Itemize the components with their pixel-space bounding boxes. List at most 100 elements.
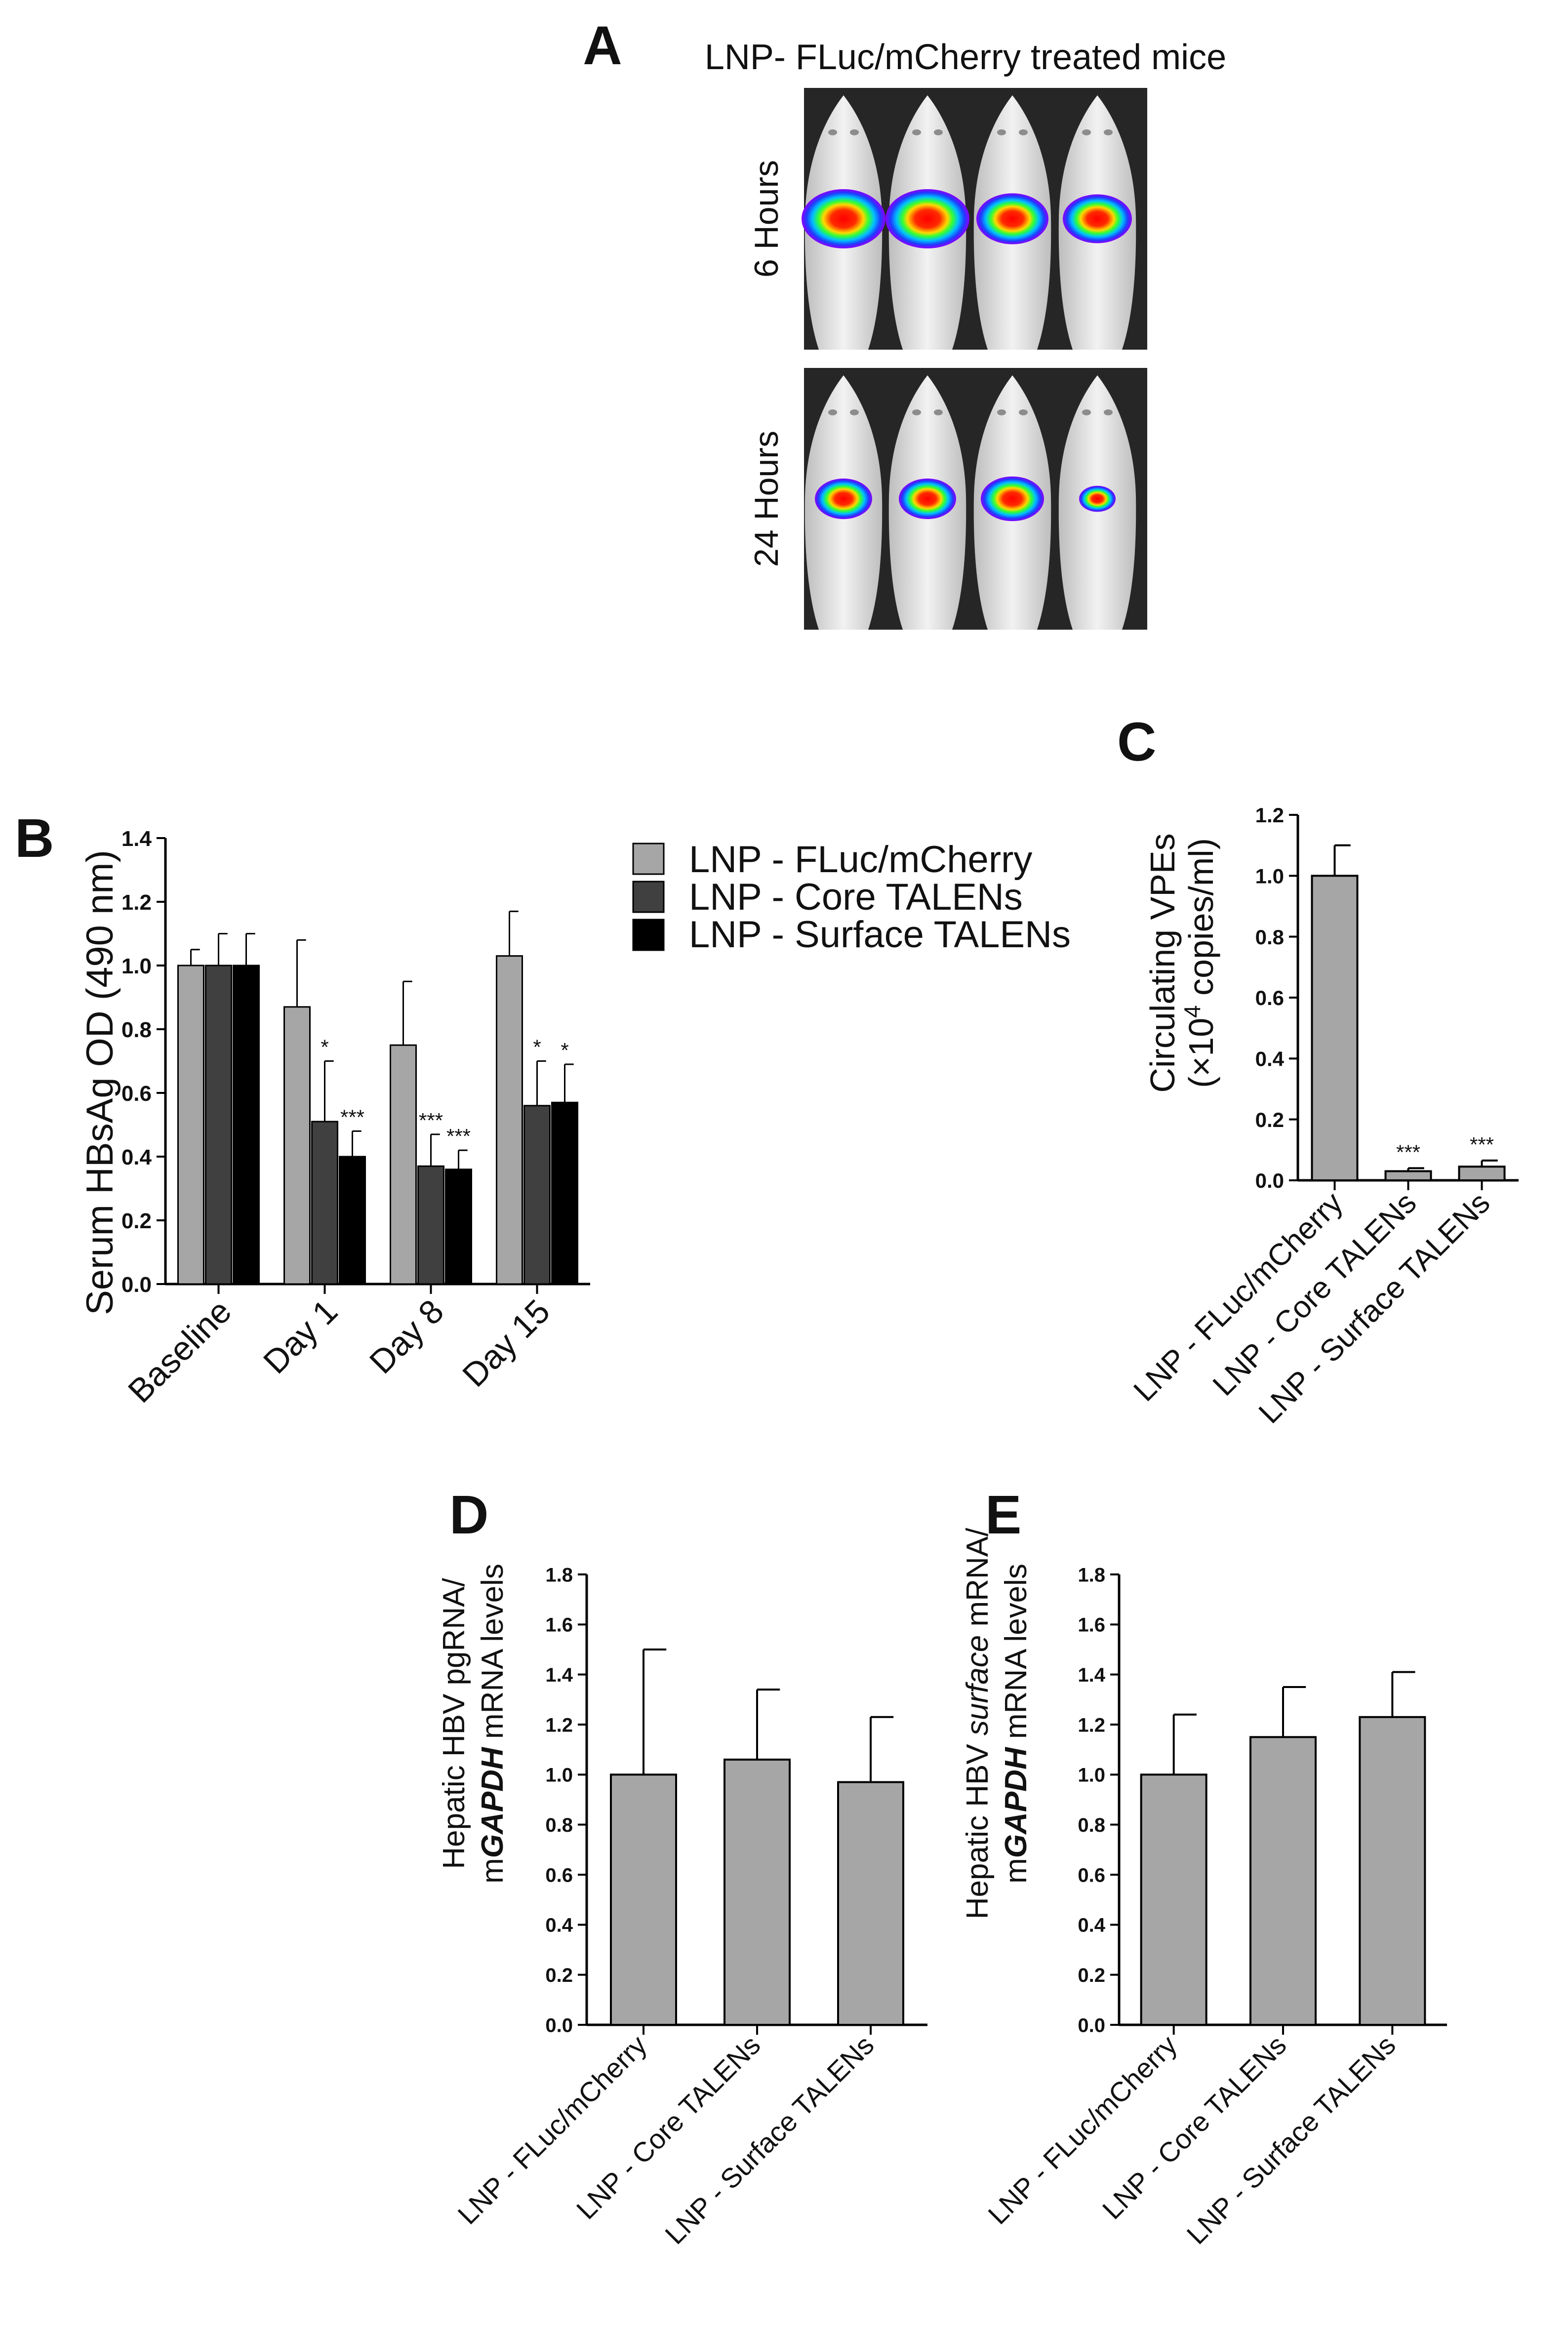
panel-c: C Circulating VPEs (×104 copies/ml) 0.0 0… [1117, 712, 1519, 1430]
panel-b-y-axis-label: Serum HBsAg OD (490 nm) [79, 850, 121, 1315]
chart-d-plot: 0.0 0.2 0.4 0.6 0.8 1.0 1.2 1.4 1.6 1.8 LNP - FLuc… [452, 1564, 927, 2250]
mouse-eye-right [1104, 129, 1113, 135]
panel-a: A LNP- FLuc/mCherry treated mice 6 Hours… [583, 15, 1226, 630]
chart-d-y-tick-label: 0.4 [545, 1915, 573, 1936]
panel-c-y-label-sup: 4 [1179, 1005, 1205, 1018]
panel-e-letter: E [985, 1485, 1021, 1545]
chart-b-x-label-day-8: Day 8 [362, 1292, 451, 1381]
chart-c-y-tick-label: 0.6 [1255, 986, 1284, 1009]
row-label-6h: 6 Hours [748, 160, 785, 278]
mouse-24h-3 [973, 375, 1051, 630]
chart-b-bar-day-15-lnp-core-talens [523, 1105, 551, 1285]
legend-label-core: LNP - Core TALENs [689, 876, 1023, 918]
chart-e-y-tick-label: 0.6 [1078, 1864, 1105, 1886]
chart-b-y-tick-label: 0.6 [121, 1082, 152, 1106]
chart-d-y-tick-label: 0.6 [545, 1864, 573, 1886]
chart-b-bar-day-1-lnp-surface-talens [339, 1156, 366, 1285]
legend-item-core: LNP - Core TALENs [632, 876, 1023, 918]
chart-e-y-tick-label: 0.2 [1078, 1965, 1105, 1986]
panel-c-y-axis-label-line2: (×104 copies/ml) [1179, 838, 1220, 1088]
mouse-eye-right [1104, 409, 1113, 415]
mouse-eye-left [828, 129, 837, 135]
legend-label-fluc: LNP - FLuc/mCherry [689, 839, 1032, 881]
chart-d-y-tick-label: 0.2 [545, 1965, 573, 1986]
chart-b-y-tick-label: 0.4 [121, 1145, 152, 1169]
chart-e-y-tick-label: 1.6 [1078, 1614, 1105, 1636]
luciferase-signal-24h-4 [1079, 485, 1116, 512]
chart-b-y-tick-label: 1.4 [121, 827, 152, 851]
chart-e-y-tick-label: 0.8 [1078, 1814, 1105, 1836]
mouse-24h-2 [888, 375, 966, 630]
panel-e-y-label-2-italic: GAPDH [999, 1747, 1033, 1858]
mouse-eye-left [997, 129, 1006, 135]
chart-b-bar-day-8-lnp-core-talens [417, 1165, 444, 1285]
legend-label-surface: LNP - Surface TALENs [689, 914, 1071, 956]
chart-b-y-tick-label: 0.2 [121, 1209, 152, 1233]
chart-d-bar-lnp-core-talens [724, 1758, 791, 2026]
mouse-eye-right [1019, 129, 1028, 135]
legend-swatch-core [632, 881, 665, 913]
chart-d-y-tick-label: 1.4 [545, 1664, 573, 1686]
chart-d-y-tick-label: 1.2 [545, 1714, 573, 1736]
chart-e-y-tick-label: 0.4 [1078, 1915, 1105, 1936]
chart-b-bar-day-8-lnp-surface-talens [445, 1168, 472, 1285]
imaging-box-24h [804, 368, 1147, 630]
chart-c-y-tick-label: 1.2 [1255, 804, 1284, 827]
chart-c-y-tick-label: 0.4 [1255, 1047, 1285, 1070]
chart-d-bar-lnp-fluc-mcherry [610, 1773, 677, 2026]
mice-row-24h [804, 375, 1136, 630]
mouse-eye-left [828, 409, 837, 415]
panel-e-y-label-2-pre: m [999, 1858, 1033, 1884]
panel-d-y-label-post: mRNA levels [476, 1564, 510, 1747]
chart-b-x-label-day-15: Day 15 [455, 1292, 557, 1394]
chart-d-y-tick-label: 0.0 [545, 2014, 573, 2036]
mouse-eye-left [997, 409, 1006, 415]
chart-b-y-tick-label: 1.0 [121, 954, 152, 978]
chart-c-significance: *** [1396, 1140, 1420, 1164]
mouse-eye-left [912, 409, 921, 415]
panel-e-y-label-1-pre: Hepatic HBV [961, 1735, 995, 1919]
chart-e-x-label-lnp-surface-talens: LNP - Surface TALENs [1181, 2029, 1402, 2250]
chart-e-y-tick-label: 1.8 [1078, 1564, 1105, 1586]
panel-c-y-label-pre: (×10 [1182, 1018, 1220, 1088]
legend-swatch-fluc [632, 843, 665, 875]
mouse-24h-1 [804, 375, 883, 630]
mouse-6h-1 [802, 95, 885, 350]
mice-row-6h [802, 95, 1136, 350]
panel-a-title: LNP- FLuc/mCherry treated mice [705, 38, 1226, 77]
chart-d-y-tick-label: 0.8 [545, 1814, 573, 1836]
panel-d-y-label-pre: m [476, 1858, 510, 1884]
panel-a-letter: A [583, 15, 622, 76]
chart-b-significance: * [321, 1036, 328, 1059]
chart-e-bar-lnp-surface-talens [1359, 1716, 1426, 2026]
panel-d-y-axis-label-line2: mGAPDH mRNA levels [476, 1564, 510, 1884]
chart-e-y-tick-label: 0.0 [1078, 2014, 1105, 2036]
chart-d-y-tick-label: 1.0 [545, 1765, 573, 1786]
chart-b-bar-baseline-lnp-fluc-mcherry [177, 965, 204, 1285]
mouse-6h-2 [885, 95, 969, 350]
chart-d-x-label-lnp-fluc-mcherry: LNP - FLuc/mCherry [452, 2029, 653, 2230]
chart-d-bar-lnp-surface-talens [837, 1781, 904, 2026]
mouse-eye-right [850, 409, 859, 415]
panel-c-y-axis-label-line1: Circulating VPEs [1143, 833, 1182, 1092]
chart-b-legend: LNP - FLuc/mCherry LNP - Core TALENs LNP… [632, 839, 1071, 956]
mouse-24h-4 [1058, 375, 1136, 630]
mouse-eye-right [850, 129, 859, 135]
chart-d-y-tick-label: 1.8 [545, 1564, 573, 1586]
luciferase-signal-24h-2 [899, 478, 956, 520]
chart-d-x-label-lnp-core-talens: LNP - Core TALENs [570, 2029, 766, 2225]
legend-item-fluc: LNP - FLuc/mCherry [632, 839, 1032, 881]
chart-b-significance: * [533, 1036, 541, 1059]
chart-b-bar-baseline-lnp-surface-talens [233, 965, 260, 1285]
panel-c-letter: C [1117, 712, 1156, 772]
panel-e-y-label-1-post: mRNA/ [961, 1528, 995, 1635]
luciferase-signal-24h-3 [981, 476, 1044, 522]
chart-e-bar-lnp-fluc-mcherry [1140, 1773, 1207, 2026]
chart-b-significance: * [561, 1039, 568, 1062]
panel-c-y-label-post: copies/ml) [1182, 838, 1220, 1005]
legend-swatch-surface [632, 919, 665, 951]
mouse-eye-right [934, 129, 943, 135]
chart-b-significance: *** [340, 1105, 364, 1128]
